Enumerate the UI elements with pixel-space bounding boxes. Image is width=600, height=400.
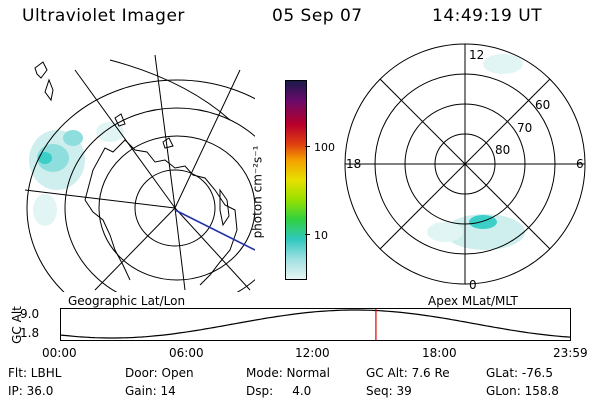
status-glon: GLon: 158.8 bbox=[486, 384, 559, 398]
magnetic-polar-panel: 12 0 18 6 60 70 80 bbox=[344, 43, 586, 292]
app-title: Ultraviolet Imager bbox=[22, 6, 185, 26]
mlt-label-0: 0 bbox=[469, 278, 477, 292]
mlt-label-12: 12 bbox=[469, 48, 484, 62]
lat-label-80: 80 bbox=[495, 143, 510, 157]
lat-label-60: 60 bbox=[535, 98, 550, 112]
aurora-emission-right bbox=[427, 54, 525, 250]
altitude-timeline bbox=[60, 308, 572, 341]
status-door: Door: Open bbox=[125, 366, 194, 380]
status-ip: IP: 36.0 bbox=[8, 384, 54, 398]
status-dsp: Dsp: 4.0 bbox=[246, 384, 312, 398]
alt-ymax-label: 9.0 bbox=[20, 307, 40, 321]
status-gc-alt: GC Alt: 7.6 Re bbox=[366, 366, 450, 380]
left-panel-caption: Geographic Lat/Lon bbox=[68, 294, 186, 308]
alt-ymin-label: 1.8 bbox=[20, 326, 40, 340]
alt-xtick-2: 12:00 bbox=[295, 346, 330, 360]
status-glat: GLat: -76.5 bbox=[486, 366, 553, 380]
alt-xtick-1: 06:00 bbox=[169, 346, 204, 360]
colorbar-unit-label: photon cm⁻²s⁻¹ bbox=[250, 145, 265, 239]
alt-xtick-3: 18:00 bbox=[422, 346, 457, 360]
aurora-emission-left bbox=[29, 122, 124, 226]
right-panel-caption: Apex MLat/MLT bbox=[428, 294, 518, 308]
date-label: 05 Sep 07 bbox=[272, 6, 363, 26]
intensity-colorbar bbox=[285, 80, 307, 280]
colorbar-tick-100: 100 bbox=[314, 141, 335, 154]
time-label: 14:49:19 UT bbox=[432, 6, 543, 26]
status-flt: Flt: LBHL bbox=[8, 366, 62, 380]
status-seq: Seq: 39 bbox=[366, 384, 412, 398]
altitude-curve bbox=[60, 309, 572, 339]
status-mode: Mode: Normal bbox=[246, 366, 330, 380]
alt-xtick-4: 23:59 bbox=[553, 346, 588, 360]
alt-xtick-0: 00:00 bbox=[42, 346, 77, 360]
geographic-projection-panel bbox=[24, 54, 255, 292]
colorbar-tick-10: 10 bbox=[314, 229, 328, 242]
status-gain: Gain: 14 bbox=[125, 384, 176, 398]
lat-label-70: 70 bbox=[517, 121, 532, 135]
mlt-label-18: 18 bbox=[346, 157, 361, 171]
mlt-label-6: 6 bbox=[576, 157, 584, 171]
